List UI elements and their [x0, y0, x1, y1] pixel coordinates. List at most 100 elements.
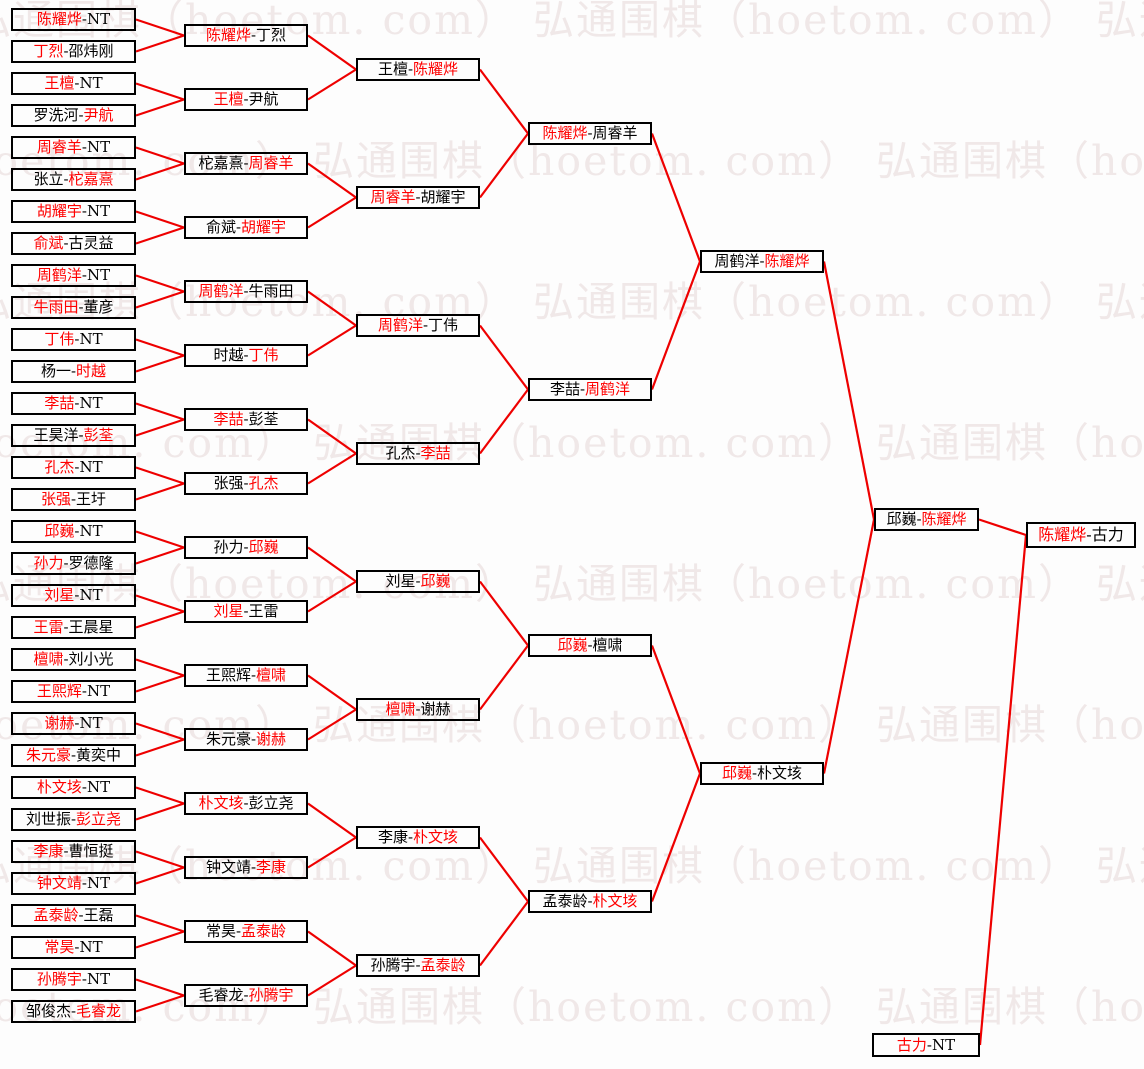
match-box[interactable]: 张强 - 孔杰: [184, 472, 308, 495]
match-box[interactable]: 周鹤洋 - 丁伟: [356, 314, 480, 337]
match-box[interactable]: 张立 - 柁嘉熹: [11, 168, 136, 191]
match-box[interactable]: 丁伟 - NT: [11, 328, 136, 351]
player-right: 时越: [76, 362, 107, 380]
versus-dash: -: [78, 426, 84, 444]
match-box[interactable]: 李喆 - NT: [11, 392, 136, 415]
match-box[interactable]: 王檀 - 陈耀烨: [356, 58, 480, 81]
match-box[interactable]: 王昊洋 - 彭荃: [11, 424, 136, 447]
match-box[interactable]: 邱巍 - 朴文垓: [700, 762, 824, 785]
match-box[interactable]: 邹俊杰 - 毛睿龙: [11, 1000, 136, 1023]
player-right: NT: [79, 458, 103, 476]
connector-feed: [135, 226, 185, 245]
match-box[interactable]: 刘星 - 邱巍: [356, 570, 480, 593]
match-box[interactable]: 时越 - 丁伟: [184, 344, 308, 367]
match-box[interactable]: 孙力 - 邱巍: [184, 536, 308, 559]
match-box[interactable]: 张强 - 王圩: [11, 488, 136, 511]
match-box[interactable]: 朴文垓 - NT: [11, 776, 136, 799]
match-box[interactable]: 孙力 - 罗德隆: [11, 552, 136, 575]
match-box[interactable]: 王雷 - 王晨星: [11, 616, 136, 639]
match-box[interactable]: 邱巍 - 陈耀烨: [874, 508, 979, 531]
player-right: 陈耀烨: [921, 510, 967, 528]
versus-dash: -: [243, 794, 249, 812]
match-box[interactable]: 陈耀烨 - 丁烈: [184, 24, 308, 47]
match-box[interactable]: 孔杰 - NT: [11, 456, 136, 479]
connector-feed: [135, 98, 185, 117]
match-box[interactable]: 周睿羊 - 胡耀宇: [356, 186, 480, 209]
player-left: 李康: [33, 842, 64, 860]
versus-dash: -: [415, 188, 421, 206]
player-right: 孟泰龄: [241, 922, 287, 940]
connector-feed: [479, 132, 529, 199]
connector-feed: [135, 466, 185, 485]
player-right: 谢赫: [256, 730, 287, 748]
connector-feed: [135, 994, 185, 1013]
match-box[interactable]: 檀啸 - 刘小光: [11, 648, 136, 671]
match-box[interactable]: 孙腾宇 - 孟泰龄: [356, 954, 480, 977]
connector-feed: [135, 658, 185, 677]
player-left: 张强: [40, 490, 71, 508]
match-box[interactable]: 钟文靖 - 李康: [184, 856, 308, 879]
player-right: 彭立尧: [248, 794, 294, 812]
match-box[interactable]: 陈耀烨 - 周睿羊: [528, 122, 652, 145]
player-right: 陈耀烨: [413, 60, 459, 78]
match-box[interactable]: 李喆 - 周鹤洋: [528, 378, 652, 401]
match-box[interactable]: 李康 - 曹恒挺: [11, 840, 136, 863]
match-box[interactable]: 朴文垓 - 彭立尧: [184, 792, 308, 815]
match-box[interactable]: 毛睿龙 - 孙腾宇: [184, 984, 308, 1007]
match-box[interactable]: 朱元豪 - 黄奕中: [11, 744, 136, 767]
match-box[interactable]: 邱巍 - NT: [11, 520, 136, 543]
match-box[interactable]: 周鹤洋 - 陈耀烨: [700, 250, 824, 273]
match-box[interactable]: 朱元豪 - 谢赫: [184, 728, 308, 751]
player-right: 丁伟: [428, 316, 459, 334]
match-box[interactable]: 谢赫 - NT: [11, 712, 136, 735]
match-box[interactable]: 刘星 - NT: [11, 584, 136, 607]
match-box[interactable]: 邱巍 - 檀啸: [528, 634, 652, 657]
player-left: 杨一: [40, 362, 71, 380]
match-box[interactable]: 王檀 - 尹航: [184, 88, 308, 111]
match-box[interactable]: 常昊 - NT: [11, 936, 136, 959]
player-right: 李康: [256, 858, 287, 876]
match-box[interactable]: 孟泰龄 - 朴文垓: [528, 890, 652, 913]
match-box[interactable]: 柁嘉熹 - 周睿羊: [184, 152, 308, 175]
match-box[interactable]: 俞斌 - 胡耀宇: [184, 216, 308, 239]
match-box[interactable]: 常昊 - 孟泰龄: [184, 920, 308, 943]
match-box[interactable]: 俞斌 - 古灵益: [11, 232, 136, 255]
connector-feed: [135, 850, 185, 869]
player-right: 胡耀宇: [420, 188, 466, 206]
versus-dash: -: [250, 858, 257, 876]
match-box[interactable]: 李康 - 朴文垓: [356, 826, 480, 849]
versus-dash: -: [407, 828, 414, 846]
match-box[interactable]: 孙腾宇 - NT: [11, 968, 136, 991]
match-box[interactable]: 李喆 - 彭荃: [184, 408, 308, 431]
match-box[interactable]: 周鹤洋 - NT: [11, 264, 136, 287]
match-box[interactable]: 陈耀烨 - 古力: [1026, 522, 1136, 548]
player-right: 王磊: [83, 906, 114, 924]
versus-dash: -: [243, 410, 249, 428]
match-box[interactable]: 杨一 - 时越: [11, 360, 136, 383]
match-box[interactable]: 古力 - NT: [872, 1033, 980, 1057]
versus-dash: -: [243, 538, 249, 556]
match-box[interactable]: 胡耀宇 - NT: [11, 200, 136, 223]
match-box[interactable]: 刘星 - 王雷: [184, 600, 308, 623]
match-box[interactable]: 王檀 - NT: [11, 72, 136, 95]
match-box[interactable]: 钟文靖 - NT: [11, 872, 136, 895]
match-box[interactable]: 罗洗河 - 尹航: [11, 104, 136, 127]
match-box[interactable]: 孔杰 - 李喆: [356, 442, 480, 465]
match-box[interactable]: 王煕辉 - NT: [11, 680, 136, 703]
player-right: 丁烈: [256, 26, 287, 44]
match-box[interactable]: 牛雨田 - 董彦: [11, 296, 136, 319]
match-box[interactable]: 刘世振 - 彭立尧: [11, 808, 136, 831]
connector-feed: [135, 594, 185, 613]
versus-dash: -: [74, 714, 80, 732]
match-box[interactable]: 周鹤洋 - 牛雨田: [184, 280, 308, 303]
match-box[interactable]: 王煕辉 - 檀啸: [184, 664, 308, 687]
connector-feed: [479, 580, 529, 647]
versus-dash: -: [63, 618, 69, 636]
connector-feed: [307, 580, 357, 613]
match-box[interactable]: 丁烈 - 邵炜刚: [11, 40, 136, 63]
match-box[interactable]: 陈耀烨 - NT: [11, 8, 136, 31]
match-box[interactable]: 周睿羊 - NT: [11, 136, 136, 159]
connector-feed: [479, 68, 529, 135]
match-box[interactable]: 檀啸 - 谢赫: [356, 698, 480, 721]
match-box[interactable]: 孟泰龄 - 王磊: [11, 904, 136, 927]
